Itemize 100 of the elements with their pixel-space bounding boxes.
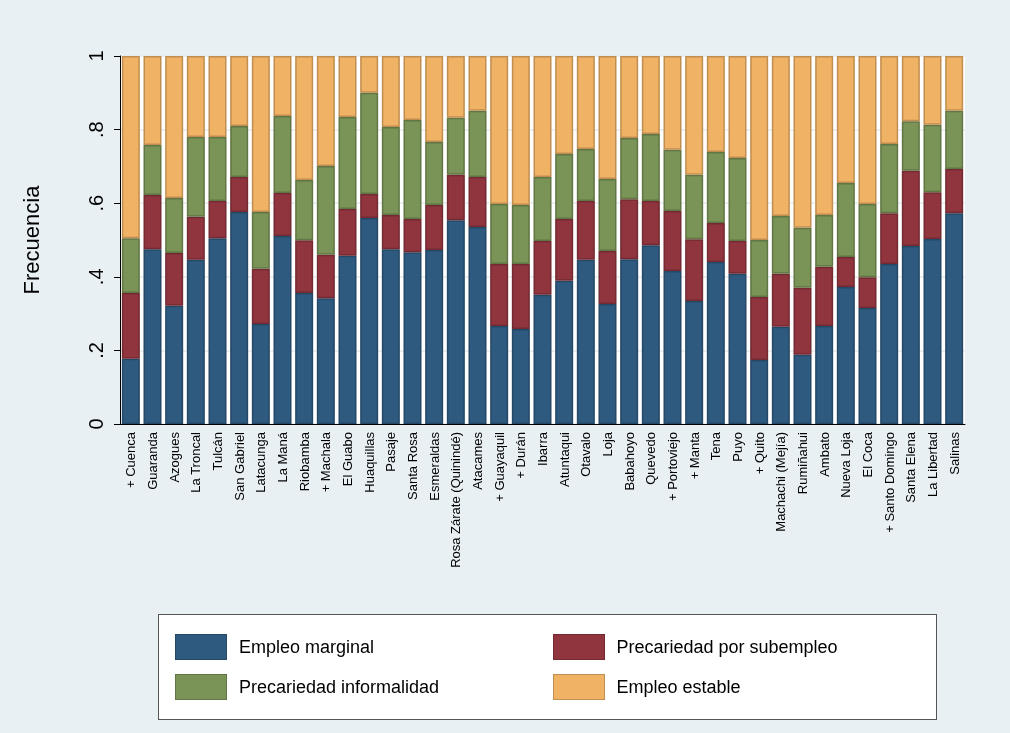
x-tick-label: Salinas: [946, 431, 962, 475]
x-tick-label: + Durán: [513, 432, 529, 479]
bar: [598, 251, 617, 305]
bar: [143, 56, 162, 146]
bar: [381, 56, 400, 128]
x-tick-label: + Santo Domingo: [881, 432, 897, 533]
x-tick-label: Ibarra: [535, 431, 550, 466]
bar: [295, 180, 314, 241]
bar: [511, 205, 530, 264]
bar: [468, 110, 487, 178]
bar: [771, 273, 790, 327]
x-tick-label: Rumiñahui: [795, 431, 810, 495]
bar: [663, 210, 682, 271]
x-tick-label: San Gabriel: [231, 431, 247, 501]
bar: [685, 301, 704, 424]
bar: [360, 217, 379, 424]
bar: [923, 238, 942, 424]
bar: [923, 192, 942, 239]
bar: [836, 56, 855, 183]
bar: [555, 153, 574, 220]
bar: [728, 157, 747, 242]
bar: [598, 56, 617, 179]
bar: [143, 145, 162, 196]
bar: [468, 56, 487, 111]
bar: [750, 56, 769, 240]
x-tick-label: Santa Rosa: [405, 431, 420, 500]
x-tick-label: + Guayaquil: [491, 431, 507, 502]
bar: [576, 149, 595, 201]
bar: [208, 56, 227, 137]
x-tick-label: Loja: [600, 431, 615, 457]
bar: [836, 287, 855, 424]
bar: [425, 142, 444, 206]
y-tick-label: 0: [85, 418, 107, 430]
x-tick-label: Esmeraldas: [426, 431, 442, 501]
bar: [186, 216, 205, 260]
bar: [511, 263, 530, 330]
x-tick-label: Azogues: [166, 431, 182, 483]
x-tick-label: Guaranda: [145, 431, 160, 490]
bar: [360, 194, 379, 218]
bar: [446, 56, 465, 118]
bar: [685, 239, 704, 302]
x-tick-label: Atacames: [470, 431, 485, 490]
bar: [880, 213, 899, 264]
x-tick-label: La Maná: [275, 431, 290, 483]
bar: [750, 240, 769, 298]
bar: [208, 238, 227, 424]
bar: [945, 168, 964, 214]
bar: [533, 177, 552, 242]
bar: [945, 213, 964, 424]
bar: [728, 241, 747, 274]
bar: [490, 326, 509, 424]
x-tick-label: Nueva Loja: [838, 431, 854, 498]
legend-label: Empleo estable: [616, 676, 741, 699]
bar: [360, 92, 379, 194]
bar: [208, 136, 227, 201]
x-tick-label: Ambato: [816, 432, 832, 477]
bar: [836, 256, 855, 288]
x-tick-label: Latacunga: [253, 431, 269, 493]
x-tick-label: Machachi (Mejía): [773, 432, 789, 532]
bar: [273, 56, 292, 116]
bar: [793, 227, 812, 288]
x-tick-label: Tena: [708, 431, 724, 461]
bar: [143, 249, 162, 424]
bar: [685, 174, 704, 240]
bar: [923, 124, 942, 193]
bar: [251, 56, 270, 213]
bar: [446, 117, 465, 175]
bar: [403, 252, 422, 424]
bar: [880, 56, 899, 144]
bar: [251, 323, 270, 424]
bar: [901, 121, 920, 171]
bar: [815, 214, 834, 267]
x-tick-label: Puyo: [730, 432, 745, 462]
bar: [230, 177, 249, 213]
bar: [186, 56, 205, 137]
bar: [620, 259, 639, 424]
bar: [425, 205, 444, 250]
bar: [230, 212, 249, 424]
bar: [251, 268, 270, 324]
bar: [576, 259, 595, 424]
bar: [533, 56, 552, 178]
bar: [338, 56, 357, 118]
bar: [945, 56, 964, 111]
x-tick-label: Riobamba: [296, 431, 312, 492]
bar: [663, 56, 682, 150]
bar: [273, 235, 292, 424]
bar: [728, 56, 747, 158]
bar: [316, 298, 335, 424]
bar: [793, 287, 812, 355]
bar: [446, 220, 465, 424]
bar: [511, 329, 530, 424]
x-tick-label: El Guabo: [340, 432, 355, 487]
bar: [425, 249, 444, 424]
bar: [230, 125, 249, 178]
bar: [165, 56, 184, 199]
bar: [858, 308, 877, 424]
bar: [186, 136, 205, 217]
bar: [750, 359, 769, 424]
bar: [490, 263, 509, 327]
bar: [121, 238, 140, 293]
